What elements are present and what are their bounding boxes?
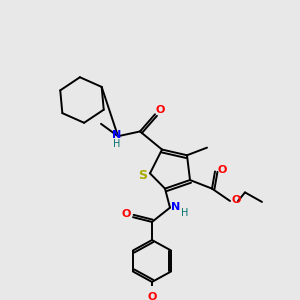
Text: H: H <box>113 139 121 149</box>
Text: O: O <box>147 292 157 300</box>
Text: O: O <box>217 165 227 175</box>
Text: O: O <box>121 209 131 219</box>
Text: N: N <box>171 202 181 212</box>
Text: O: O <box>155 104 165 115</box>
Text: S: S <box>139 169 148 182</box>
Text: N: N <box>112 130 122 140</box>
Text: H: H <box>181 208 189 218</box>
Text: O: O <box>231 195 241 205</box>
